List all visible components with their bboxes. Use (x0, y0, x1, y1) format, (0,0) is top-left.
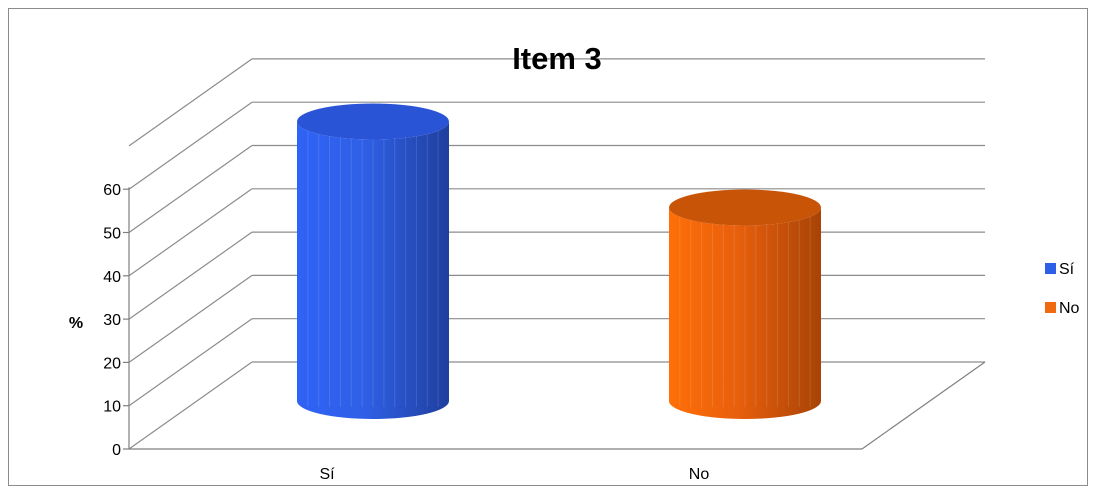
y-tick-label-60: 60 (103, 182, 121, 199)
legend-label-1: No (1059, 300, 1080, 317)
gridline-side-top (128, 58, 253, 147)
y-tick-label-0: 0 (112, 442, 121, 459)
floor-right-edge (861, 361, 986, 450)
bar-1 (669, 189, 821, 419)
axis-layer (123, 187, 986, 450)
y-tick-label-10: 10 (103, 399, 121, 416)
y-axis-label: % (69, 315, 83, 332)
legend-label-0: Sí (1059, 261, 1075, 278)
legend-swatch-0 (1045, 263, 1056, 274)
bars-layer (297, 103, 821, 419)
gridline-side-40 (128, 188, 253, 277)
bar-top-1 (669, 189, 821, 226)
y-tick-label-40: 40 (103, 269, 121, 286)
bar-0 (297, 103, 449, 419)
x-tick-label-0: Sí (319, 466, 335, 483)
gridline-side-50 (128, 145, 253, 233)
y-tick-label-50: 50 (103, 226, 121, 243)
gridline-side-20 (128, 274, 253, 363)
gridline-side-30 (128, 231, 253, 320)
bar-body-0 (297, 121, 449, 419)
legend-swatch-1 (1045, 302, 1056, 313)
bar-body-1 (669, 207, 821, 419)
y-tick-label-20: 20 (103, 355, 121, 372)
x-tick-label-1: No (689, 466, 710, 483)
labels-layer: 0 10 20 30 40 50 60 Sí No (103, 182, 709, 483)
gridline-side-10 (128, 318, 253, 407)
chart-canvas: 0 10 20 30 40 50 60 Sí No Item 3 % Sí No (69, 41, 1080, 483)
legend: Sí No (1045, 261, 1080, 317)
grid-layer (128, 58, 985, 450)
bar-top-0 (297, 103, 449, 140)
y-tick-label-30: 30 (103, 312, 121, 329)
chart-title: Item 3 (512, 41, 602, 76)
gridline-side-60 (128, 101, 253, 190)
chart-frame: 0 10 20 30 40 50 60 Sí No Item 3 % Sí No (8, 8, 1088, 486)
gridline-side-0 (128, 361, 253, 450)
